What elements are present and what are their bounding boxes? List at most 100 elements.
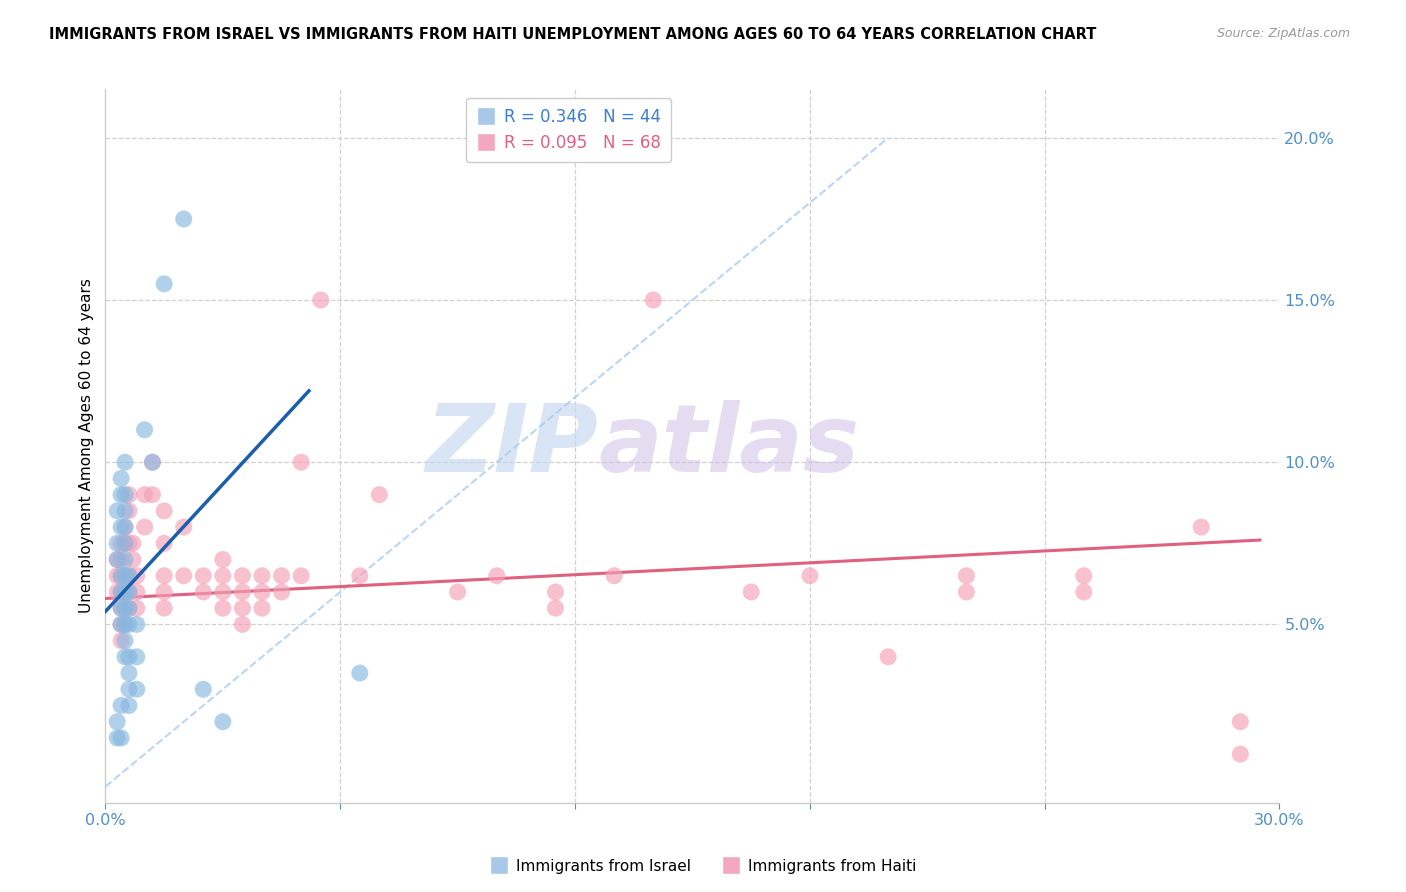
Point (141, 488, 163, 502)
Point (121, 536, 143, 550)
Point (231, 617, 253, 632)
Point (134, 488, 156, 502)
Point (110, 633, 132, 648)
Point (110, 617, 132, 632)
Point (118, 568, 141, 582)
Point (118, 504, 141, 518)
Point (290, 455, 312, 469)
Point (110, 617, 132, 632)
Point (114, 504, 136, 518)
Point (153, 601, 176, 615)
Point (110, 488, 132, 502)
Point (114, 552, 136, 566)
Point (250, 568, 273, 582)
Point (125, 649, 148, 664)
Point (349, 666, 371, 681)
Point (114, 568, 136, 582)
Point (1073, 568, 1095, 582)
Point (211, 585, 233, 599)
Text: ZIP: ZIP (426, 400, 599, 492)
Point (105, 585, 128, 599)
Point (114, 617, 136, 632)
Point (309, 293, 332, 307)
Point (231, 568, 253, 582)
Point (110, 585, 132, 599)
Point (105, 568, 128, 582)
Point (118, 585, 141, 599)
Point (114, 585, 136, 599)
Point (110, 601, 132, 615)
Point (173, 520, 195, 534)
Point (118, 682, 141, 697)
Point (1229, 714, 1251, 729)
Point (114, 520, 136, 534)
Point (118, 617, 141, 632)
Point (270, 568, 292, 582)
Point (114, 617, 136, 632)
Point (118, 698, 141, 713)
Text: Source: ZipAtlas.com: Source: ZipAtlas.com (1216, 27, 1350, 40)
Point (211, 714, 233, 729)
Point (105, 504, 128, 518)
Point (110, 731, 132, 745)
Point (125, 682, 148, 697)
Point (153, 504, 176, 518)
Point (231, 601, 253, 615)
Point (118, 568, 141, 582)
Point (118, 536, 141, 550)
Point (110, 471, 132, 485)
Point (105, 714, 128, 729)
Point (110, 585, 132, 599)
Text: atlas: atlas (599, 400, 860, 492)
Point (114, 536, 136, 550)
Point (118, 601, 141, 615)
Point (114, 601, 136, 615)
Point (110, 601, 132, 615)
Point (211, 601, 233, 615)
Point (1073, 585, 1095, 599)
Point (603, 568, 626, 582)
Point (955, 568, 977, 582)
Point (250, 601, 273, 615)
Point (118, 601, 141, 615)
Point (153, 568, 176, 582)
Point (799, 568, 821, 582)
Point (105, 731, 128, 745)
Point (114, 601, 136, 615)
Point (1189, 520, 1212, 534)
Point (114, 568, 136, 582)
Point (125, 568, 148, 582)
Point (114, 585, 136, 599)
Point (105, 536, 128, 550)
Point (110, 568, 132, 582)
Point (121, 552, 143, 566)
Point (118, 488, 141, 502)
Point (193, 568, 215, 582)
Point (193, 682, 215, 697)
Point (349, 568, 371, 582)
Point (105, 552, 128, 566)
Point (211, 568, 233, 582)
Point (110, 536, 132, 550)
Point (118, 649, 141, 664)
Point (118, 666, 141, 681)
Point (125, 617, 148, 632)
Point (446, 585, 468, 599)
Point (173, 568, 195, 582)
Point (141, 455, 163, 469)
Point (643, 293, 665, 307)
Point (153, 536, 176, 550)
Point (110, 698, 132, 713)
Point (955, 585, 977, 599)
Y-axis label: Unemployment Among Ages 60 to 64 years: Unemployment Among Ages 60 to 64 years (79, 278, 94, 614)
Point (110, 552, 132, 566)
Point (105, 552, 128, 566)
Point (485, 568, 508, 582)
Point (141, 455, 163, 469)
Point (114, 520, 136, 534)
Point (114, 633, 136, 648)
Point (193, 585, 215, 599)
Point (211, 552, 233, 566)
Point (173, 211, 195, 226)
Point (368, 488, 391, 502)
